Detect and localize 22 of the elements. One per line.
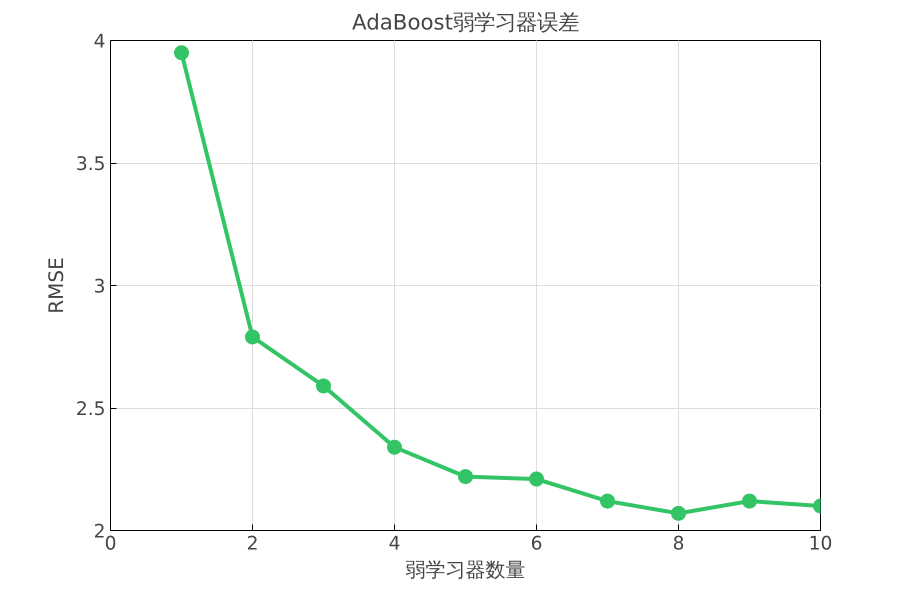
point	[245, 329, 260, 344]
chart-title: AdaBoost弱学习器误差	[352, 10, 580, 36]
point	[387, 440, 402, 455]
point	[671, 506, 686, 521]
y-tick-label: 3	[94, 276, 106, 298]
x-tick-label: 0	[104, 534, 116, 554]
x-axis-title: 弱学习器数量	[406, 558, 526, 582]
y-tick-label: 2.5	[76, 399, 106, 420]
point	[742, 494, 757, 509]
x-tick-label: 2	[246, 534, 258, 554]
point	[316, 378, 331, 394]
x-tick-label: 8	[672, 534, 684, 554]
x-tick-label: 6	[530, 534, 542, 554]
y-tick-label: 4	[94, 32, 106, 52]
point	[529, 472, 544, 487]
point	[458, 469, 473, 484]
x-tick-label: 10	[808, 534, 832, 554]
point	[600, 494, 615, 509]
y-axis-title: RMSE	[44, 257, 68, 314]
point	[174, 45, 189, 60]
x-tick-label: 4	[388, 534, 400, 554]
y-tick-label: 3.5	[76, 154, 106, 175]
